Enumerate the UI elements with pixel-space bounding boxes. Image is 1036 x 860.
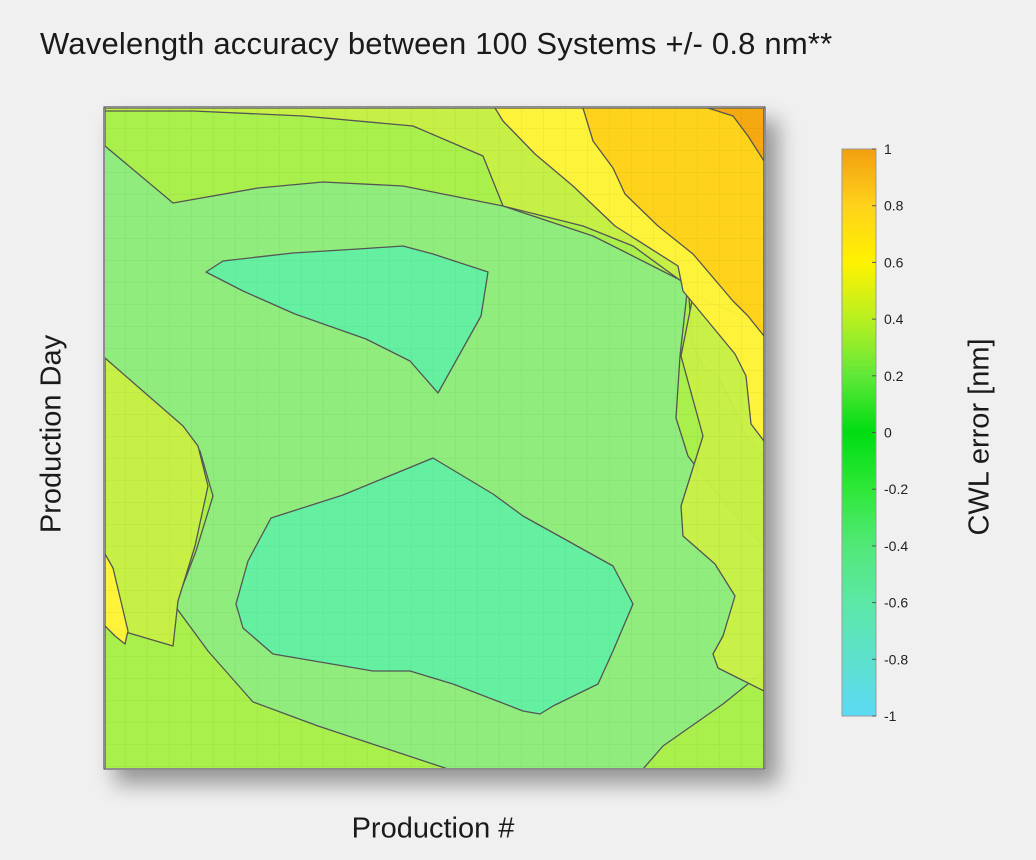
plot-area — [103, 106, 766, 770]
plot-border — [103, 106, 766, 770]
colorbar-tick-label: 0 — [884, 425, 892, 441]
colorbar-tick-label: 0.6 — [884, 254, 904, 270]
x-axis-label: Production # — [351, 812, 515, 845]
colorbar-gradient — [841, 148, 877, 717]
y-axis-label: Production Day — [35, 334, 68, 534]
colorbar-tick-label: 0.2 — [884, 368, 904, 384]
colorbar-tick-label: -0.4 — [884, 538, 908, 554]
colorbar-tick-label: 0.8 — [884, 198, 904, 214]
colorbar-label: CWL error [nm] — [963, 338, 996, 536]
chart-title: Wavelength accuracy between 100 Systems … — [40, 26, 833, 61]
colorbar-tick-label: -0.6 — [884, 595, 908, 611]
grid-overlay — [105, 108, 764, 768]
colorbar-tick-label: 0.4 — [884, 311, 904, 327]
contour-plot — [103, 106, 766, 770]
colorbar-tick-label: -0.2 — [884, 481, 908, 497]
colorbar-tick-label: 1 — [884, 141, 892, 157]
colorbar-tick-label: -1 — [884, 708, 897, 724]
colorbar-tick-label: -0.8 — [884, 651, 908, 667]
colorbar: 1 0.8 0.6 0.4 0.2 0 -0.2 -0.4 -0.6 -0.8 -1 — [841, 141, 908, 724]
